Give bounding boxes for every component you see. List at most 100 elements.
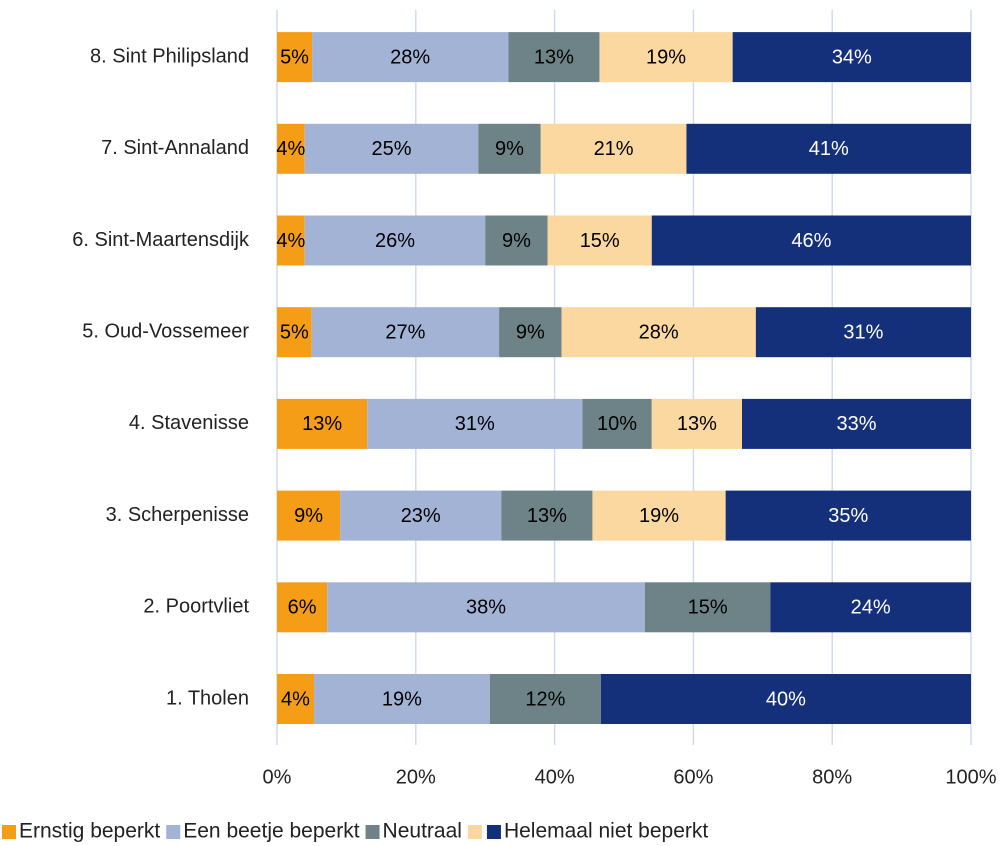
data-label: 6% bbox=[288, 597, 317, 619]
data-label: 26% bbox=[375, 230, 415, 252]
legend-swatch bbox=[2, 825, 16, 839]
bar-segment bbox=[277, 123, 305, 174]
bar-segment bbox=[540, 123, 687, 174]
bar-segment bbox=[277, 398, 368, 449]
legend-swatch bbox=[467, 825, 482, 839]
legend-swatch bbox=[486, 825, 501, 839]
data-label: 25% bbox=[371, 138, 411, 160]
y-tick-label: 6. Sint-Maartensdijk bbox=[72, 229, 250, 251]
legend-label: Helemaal niet beperkt bbox=[504, 820, 708, 843]
y-tick-label: 2. Poortvliet bbox=[143, 596, 249, 618]
bar-segment bbox=[478, 123, 541, 174]
data-label: 13% bbox=[534, 46, 574, 68]
bar-segment bbox=[508, 32, 600, 83]
x-tick-label: 20% bbox=[396, 766, 436, 788]
legend-swatch bbox=[166, 825, 181, 839]
data-label: 4% bbox=[276, 138, 305, 160]
bar-segment bbox=[277, 582, 328, 633]
bar-segment bbox=[547, 215, 652, 266]
y-tick-label: 4. Stavenisse bbox=[129, 412, 249, 434]
data-label: 10% bbox=[597, 413, 637, 435]
data-label: 21% bbox=[594, 138, 634, 160]
data-label: 9% bbox=[495, 138, 524, 160]
data-label: 19% bbox=[382, 688, 422, 710]
bar-segment bbox=[592, 490, 726, 541]
data-label: 31% bbox=[843, 321, 883, 343]
x-tick-label: 100% bbox=[945, 766, 996, 788]
bar-segment bbox=[732, 32, 971, 83]
data-label: 4% bbox=[281, 688, 310, 710]
data-label: 12% bbox=[525, 688, 565, 710]
data-label: 34% bbox=[832, 46, 872, 68]
legend-label: Neutraal bbox=[383, 820, 462, 843]
data-label: 28% bbox=[639, 321, 679, 343]
bar-segment bbox=[304, 215, 486, 266]
bar-segment bbox=[501, 490, 593, 541]
bar-segment bbox=[599, 32, 733, 83]
data-label: 24% bbox=[851, 597, 891, 619]
data-label: 38% bbox=[466, 597, 506, 619]
bar-segment bbox=[600, 674, 971, 724]
y-tick-label: 7. Sint-Annaland bbox=[101, 137, 249, 159]
x-tick-label: 40% bbox=[535, 766, 575, 788]
data-label: 41% bbox=[809, 138, 849, 160]
y-tick-label: 3. Scherpenisse bbox=[106, 504, 249, 526]
data-label: 31% bbox=[455, 413, 495, 435]
bar-segment bbox=[770, 582, 971, 633]
bar-segment bbox=[314, 674, 490, 724]
data-label: 23% bbox=[401, 505, 441, 527]
bar-segment bbox=[312, 32, 509, 83]
bar-segment bbox=[741, 398, 971, 449]
bar-segment bbox=[367, 398, 583, 449]
bar-segment bbox=[311, 307, 500, 358]
data-label: 9% bbox=[294, 505, 323, 527]
x-tick-label: 0% bbox=[263, 766, 292, 788]
bar-segment bbox=[582, 398, 652, 449]
bar-segment bbox=[651, 398, 742, 449]
legend-label: Een beetje beperkt bbox=[183, 820, 359, 843]
data-label: 35% bbox=[828, 505, 868, 527]
bar-segment bbox=[499, 307, 562, 358]
data-label: 28% bbox=[390, 46, 430, 68]
data-label: 13% bbox=[677, 413, 717, 435]
data-label: 15% bbox=[580, 230, 620, 252]
data-label: 33% bbox=[836, 413, 876, 435]
data-label: 13% bbox=[527, 505, 567, 527]
y-tick-label: 1. Tholen bbox=[166, 687, 249, 709]
legend-swatch bbox=[365, 825, 380, 839]
bar-segment bbox=[327, 582, 645, 633]
data-label: 5% bbox=[280, 46, 309, 68]
bar-segment bbox=[651, 215, 971, 266]
y-tick-label: 5. Oud-Vossemeer bbox=[82, 320, 249, 342]
bar-segment bbox=[277, 32, 313, 83]
data-label: 9% bbox=[516, 321, 545, 343]
data-label: 13% bbox=[302, 413, 342, 435]
data-label: 19% bbox=[646, 46, 686, 68]
data-label: 5% bbox=[280, 321, 309, 343]
bar-segment bbox=[686, 123, 971, 174]
data-label: 9% bbox=[502, 230, 531, 252]
bar-segment bbox=[485, 215, 548, 266]
bar-segment bbox=[725, 490, 971, 541]
bar-segment bbox=[561, 307, 756, 358]
data-label: 46% bbox=[791, 230, 831, 252]
data-label: 4% bbox=[276, 230, 305, 252]
bar-segment bbox=[644, 582, 771, 633]
x-tick-label: 60% bbox=[673, 766, 713, 788]
bar-segment bbox=[277, 215, 305, 266]
x-tick-label: 80% bbox=[812, 766, 852, 788]
data-label: 27% bbox=[385, 321, 425, 343]
bar-segment bbox=[304, 123, 479, 174]
data-label: 19% bbox=[639, 505, 679, 527]
bar-segment bbox=[277, 674, 315, 724]
bar-segment bbox=[277, 307, 312, 358]
y-tick-label: 8. Sint Philipsland bbox=[90, 45, 249, 67]
legend-label: Ernstig beperkt bbox=[19, 820, 160, 843]
bar-segment bbox=[755, 307, 971, 358]
data-label: 40% bbox=[766, 688, 806, 710]
bar-segment bbox=[340, 490, 502, 541]
bar-segment bbox=[489, 674, 601, 724]
data-label: 15% bbox=[688, 597, 728, 619]
bar-segment bbox=[277, 490, 341, 541]
